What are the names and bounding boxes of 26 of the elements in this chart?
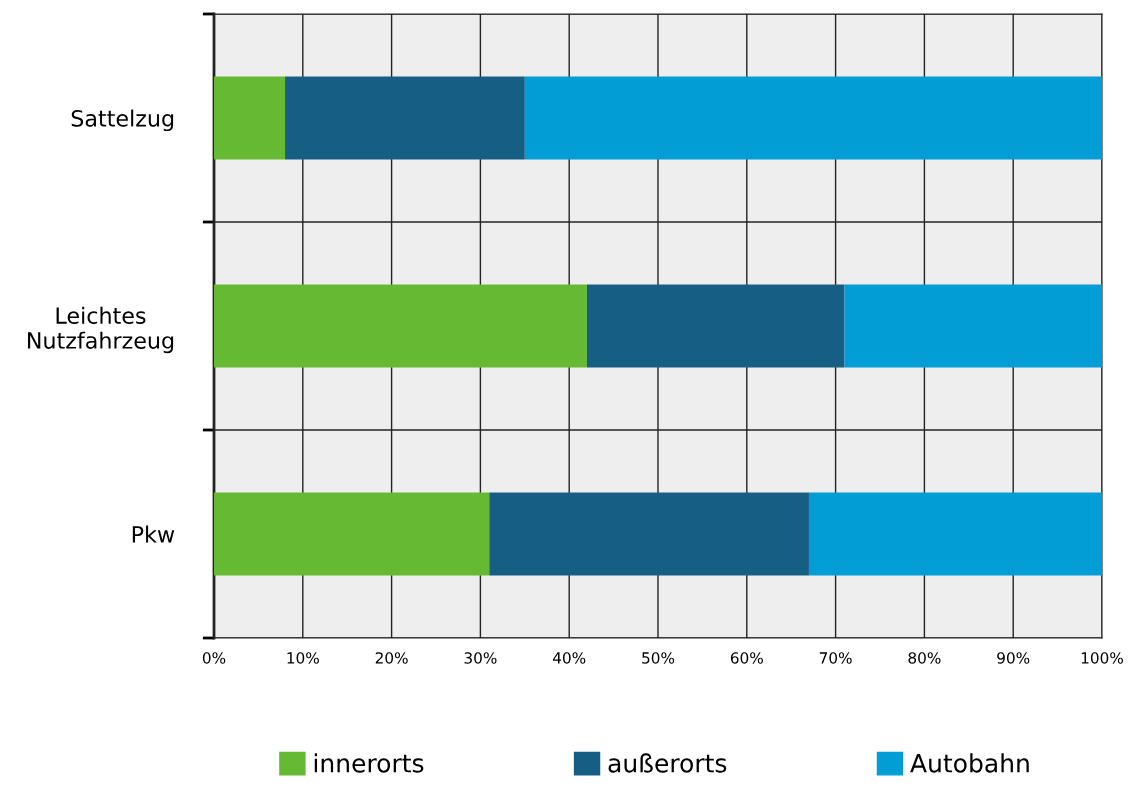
x-tick-label: 40%: [552, 652, 586, 664]
y-tick-label: Leichtes Nutzfahrzeug: [28, 306, 174, 354]
x-tick-label: 0%: [202, 652, 226, 664]
bar: [524, 76, 1102, 160]
bar: [214, 284, 587, 368]
bar: [285, 76, 525, 160]
bar: [214, 492, 490, 576]
bar: [808, 492, 1102, 576]
x-tick-label: 20%: [375, 652, 408, 664]
bar: [586, 284, 845, 368]
bar: [489, 492, 809, 576]
legend-label: Autobahn: [910, 753, 1029, 773]
x-tick-label: 30%: [464, 652, 497, 664]
legend-label: innerorts: [314, 753, 424, 773]
x-tick-label: 80%: [908, 652, 941, 664]
x-tick-label: 100%: [1081, 652, 1123, 664]
x-tick-label: 90%: [997, 652, 1030, 664]
x-tick-label: 50%: [642, 652, 675, 664]
bar: [844, 284, 1102, 368]
legend-label: außerorts: [608, 753, 727, 773]
x-tick-label: 60%: [730, 652, 763, 664]
x-tick-label: 70%: [819, 652, 852, 664]
bar: [214, 76, 286, 160]
x-tick-label: 10%: [287, 652, 319, 664]
y-tick-label: Pkw: [132, 525, 175, 543]
y-tick-label: Sattelzug: [71, 109, 174, 132]
